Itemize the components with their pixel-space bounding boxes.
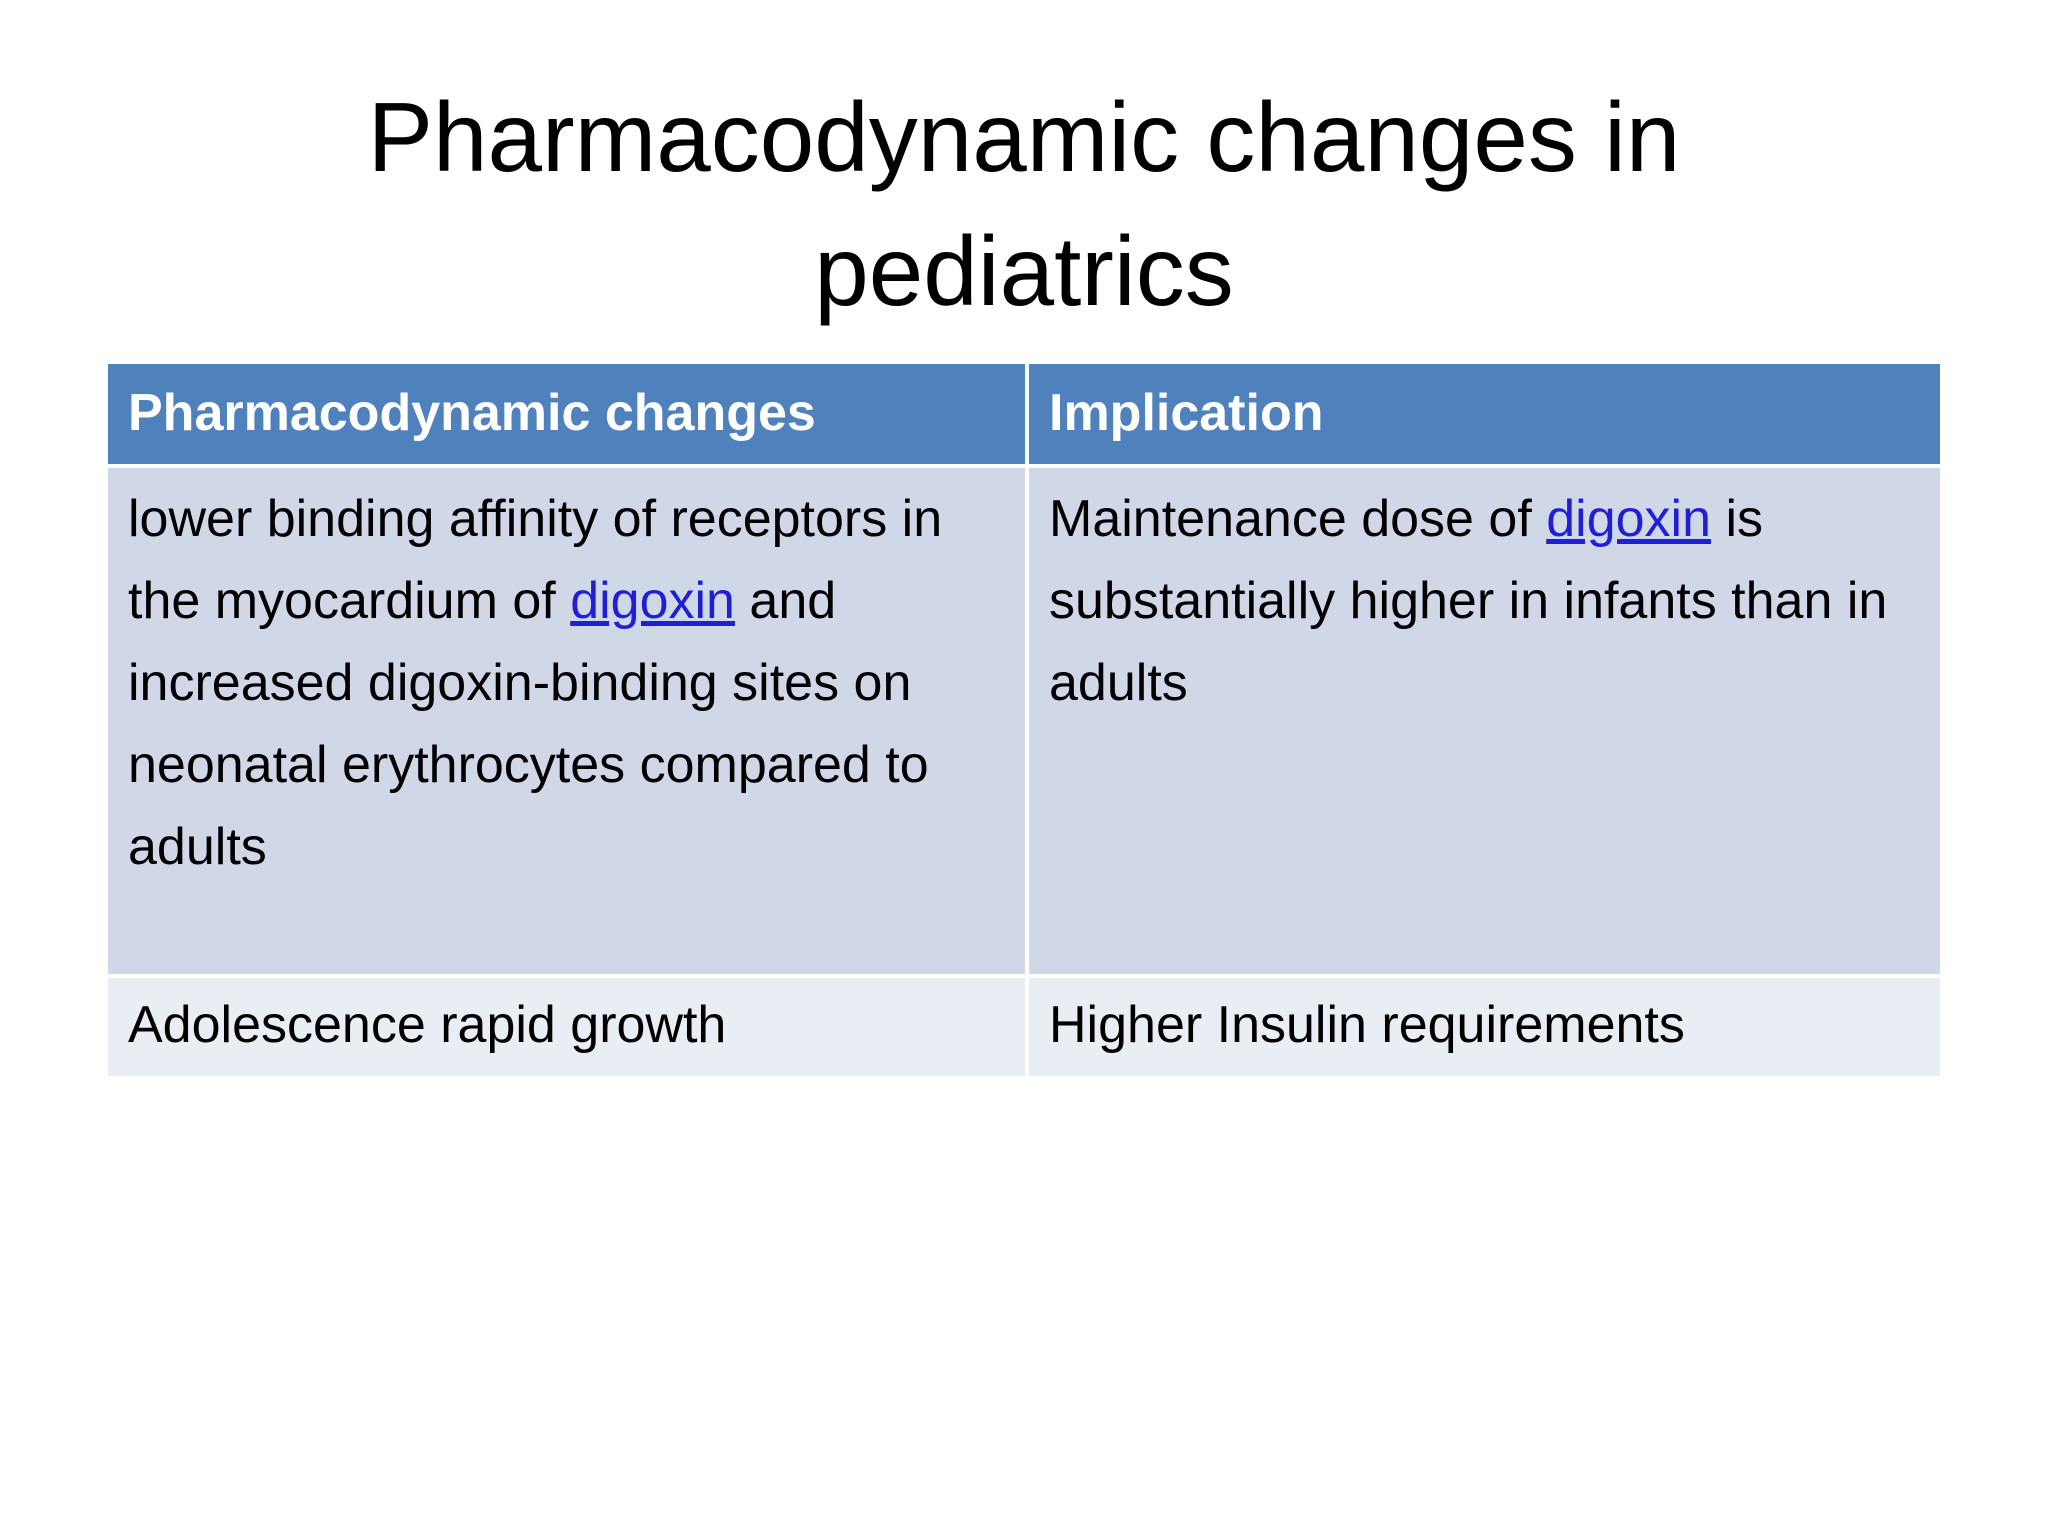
cell: Adolescence rapid growth bbox=[104, 974, 1029, 1080]
cell: lower binding affinity of receptors in t… bbox=[104, 464, 1029, 978]
cell-text: is substantially higher in infants than … bbox=[1049, 490, 1888, 712]
cell: Maintenance dose of digoxin is substanti… bbox=[1025, 464, 1944, 978]
header-cell: Pharmacodynamic changes bbox=[104, 360, 1029, 468]
cell-text: Maintenance dose of bbox=[1049, 490, 1547, 548]
cell-text: and increased digoxin-binding sites on n… bbox=[128, 572, 929, 876]
cell: Higher Insulin requirements bbox=[1025, 974, 1944, 1080]
link[interactable]: digoxin bbox=[1546, 490, 1712, 548]
row: lower binding affinity of receptors in t… bbox=[104, 464, 1944, 978]
row: Adolescence rapid growth Higher Insulin … bbox=[104, 974, 1944, 1080]
link[interactable]: digoxin bbox=[570, 572, 735, 630]
slide-title: Pharmacodynamic changes in pediatrics bbox=[367, 82, 1681, 326]
header-cell: Implication bbox=[1025, 360, 1944, 468]
table: Pharmacodynamic changes Implication lowe… bbox=[104, 360, 1944, 1080]
header-row: Pharmacodynamic changes Implication bbox=[104, 360, 1944, 468]
cell-text: lower binding affinity of receptors in t… bbox=[128, 490, 943, 630]
